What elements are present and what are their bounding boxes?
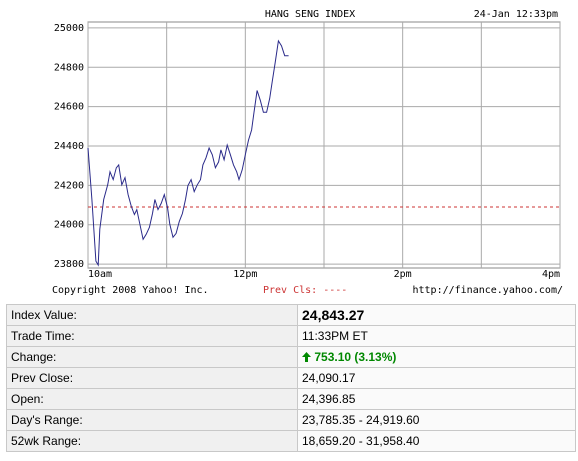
copyright: Copyright 2008 Yahoo! Inc. xyxy=(52,285,209,296)
label: Trade Time: xyxy=(6,325,298,347)
y-tick-label: 25000 xyxy=(54,23,84,34)
label: Open: xyxy=(6,388,298,410)
row: Index Value: 24,843.27 xyxy=(6,304,576,326)
price-line xyxy=(87,39,289,267)
label: Prev Close: xyxy=(6,367,298,389)
label: Day's Range: xyxy=(6,409,298,431)
y-tick-label: 24200 xyxy=(54,180,84,191)
x-tick-label: 2pm xyxy=(394,269,412,280)
y-tick-label: 24400 xyxy=(54,141,84,152)
source: http://finance.yahoo.com/ xyxy=(412,285,563,296)
x-tick-label: 4pm xyxy=(542,269,560,280)
y-tick-label: 24800 xyxy=(54,62,84,73)
value: 18,659.20 - 31,958.40 xyxy=(297,430,576,452)
label: 52wk Range: xyxy=(6,430,298,452)
legend-entry: Prev Cls: ---- xyxy=(263,285,347,296)
value: 24,843.27 xyxy=(297,304,576,326)
row: Open: 24,396.85 xyxy=(6,388,576,410)
row: Prev Close: 24,090.17 xyxy=(6,367,576,389)
row: Change: 753.10 (3.13%) xyxy=(6,346,576,368)
x-tick-label: 12pm xyxy=(233,269,257,280)
y-tick-label: 24000 xyxy=(54,220,84,231)
quote-table: Index Value: 24,843.27 Trade Time: 11:33PM… xyxy=(6,304,576,452)
label: Change: xyxy=(6,346,298,368)
timestamp: 24-Jan 12:33pm xyxy=(474,9,558,20)
value: 23,785.35 - 24,919.60 xyxy=(297,409,576,431)
row: 52wk Range: 18,659.20 - 31,958.40 xyxy=(6,430,576,452)
y-tick-label: 23800 xyxy=(54,259,84,270)
x-tick-label: 10am xyxy=(88,269,112,280)
value: 753.10 (3.13%) xyxy=(314,350,397,364)
value: 11:33PM ET xyxy=(297,325,576,347)
y-tick-label: 24600 xyxy=(54,102,84,113)
value-cell: 753.10 (3.13%) xyxy=(297,346,576,368)
label: Index Value: xyxy=(6,304,298,326)
row: Trade Time: 11:33PM ET xyxy=(6,325,576,347)
row: Day's Range: 23,785.35 - 24,919.60 xyxy=(6,409,576,431)
up-arrow xyxy=(302,352,311,362)
value: 24,090.17 xyxy=(297,367,576,389)
chart-title: HANG SENG INDEX xyxy=(265,9,355,20)
value: 24,396.85 xyxy=(297,388,576,410)
chart: HANG SENG INDEX 24-Jan 12:33pm Copyright… xyxy=(52,9,563,296)
